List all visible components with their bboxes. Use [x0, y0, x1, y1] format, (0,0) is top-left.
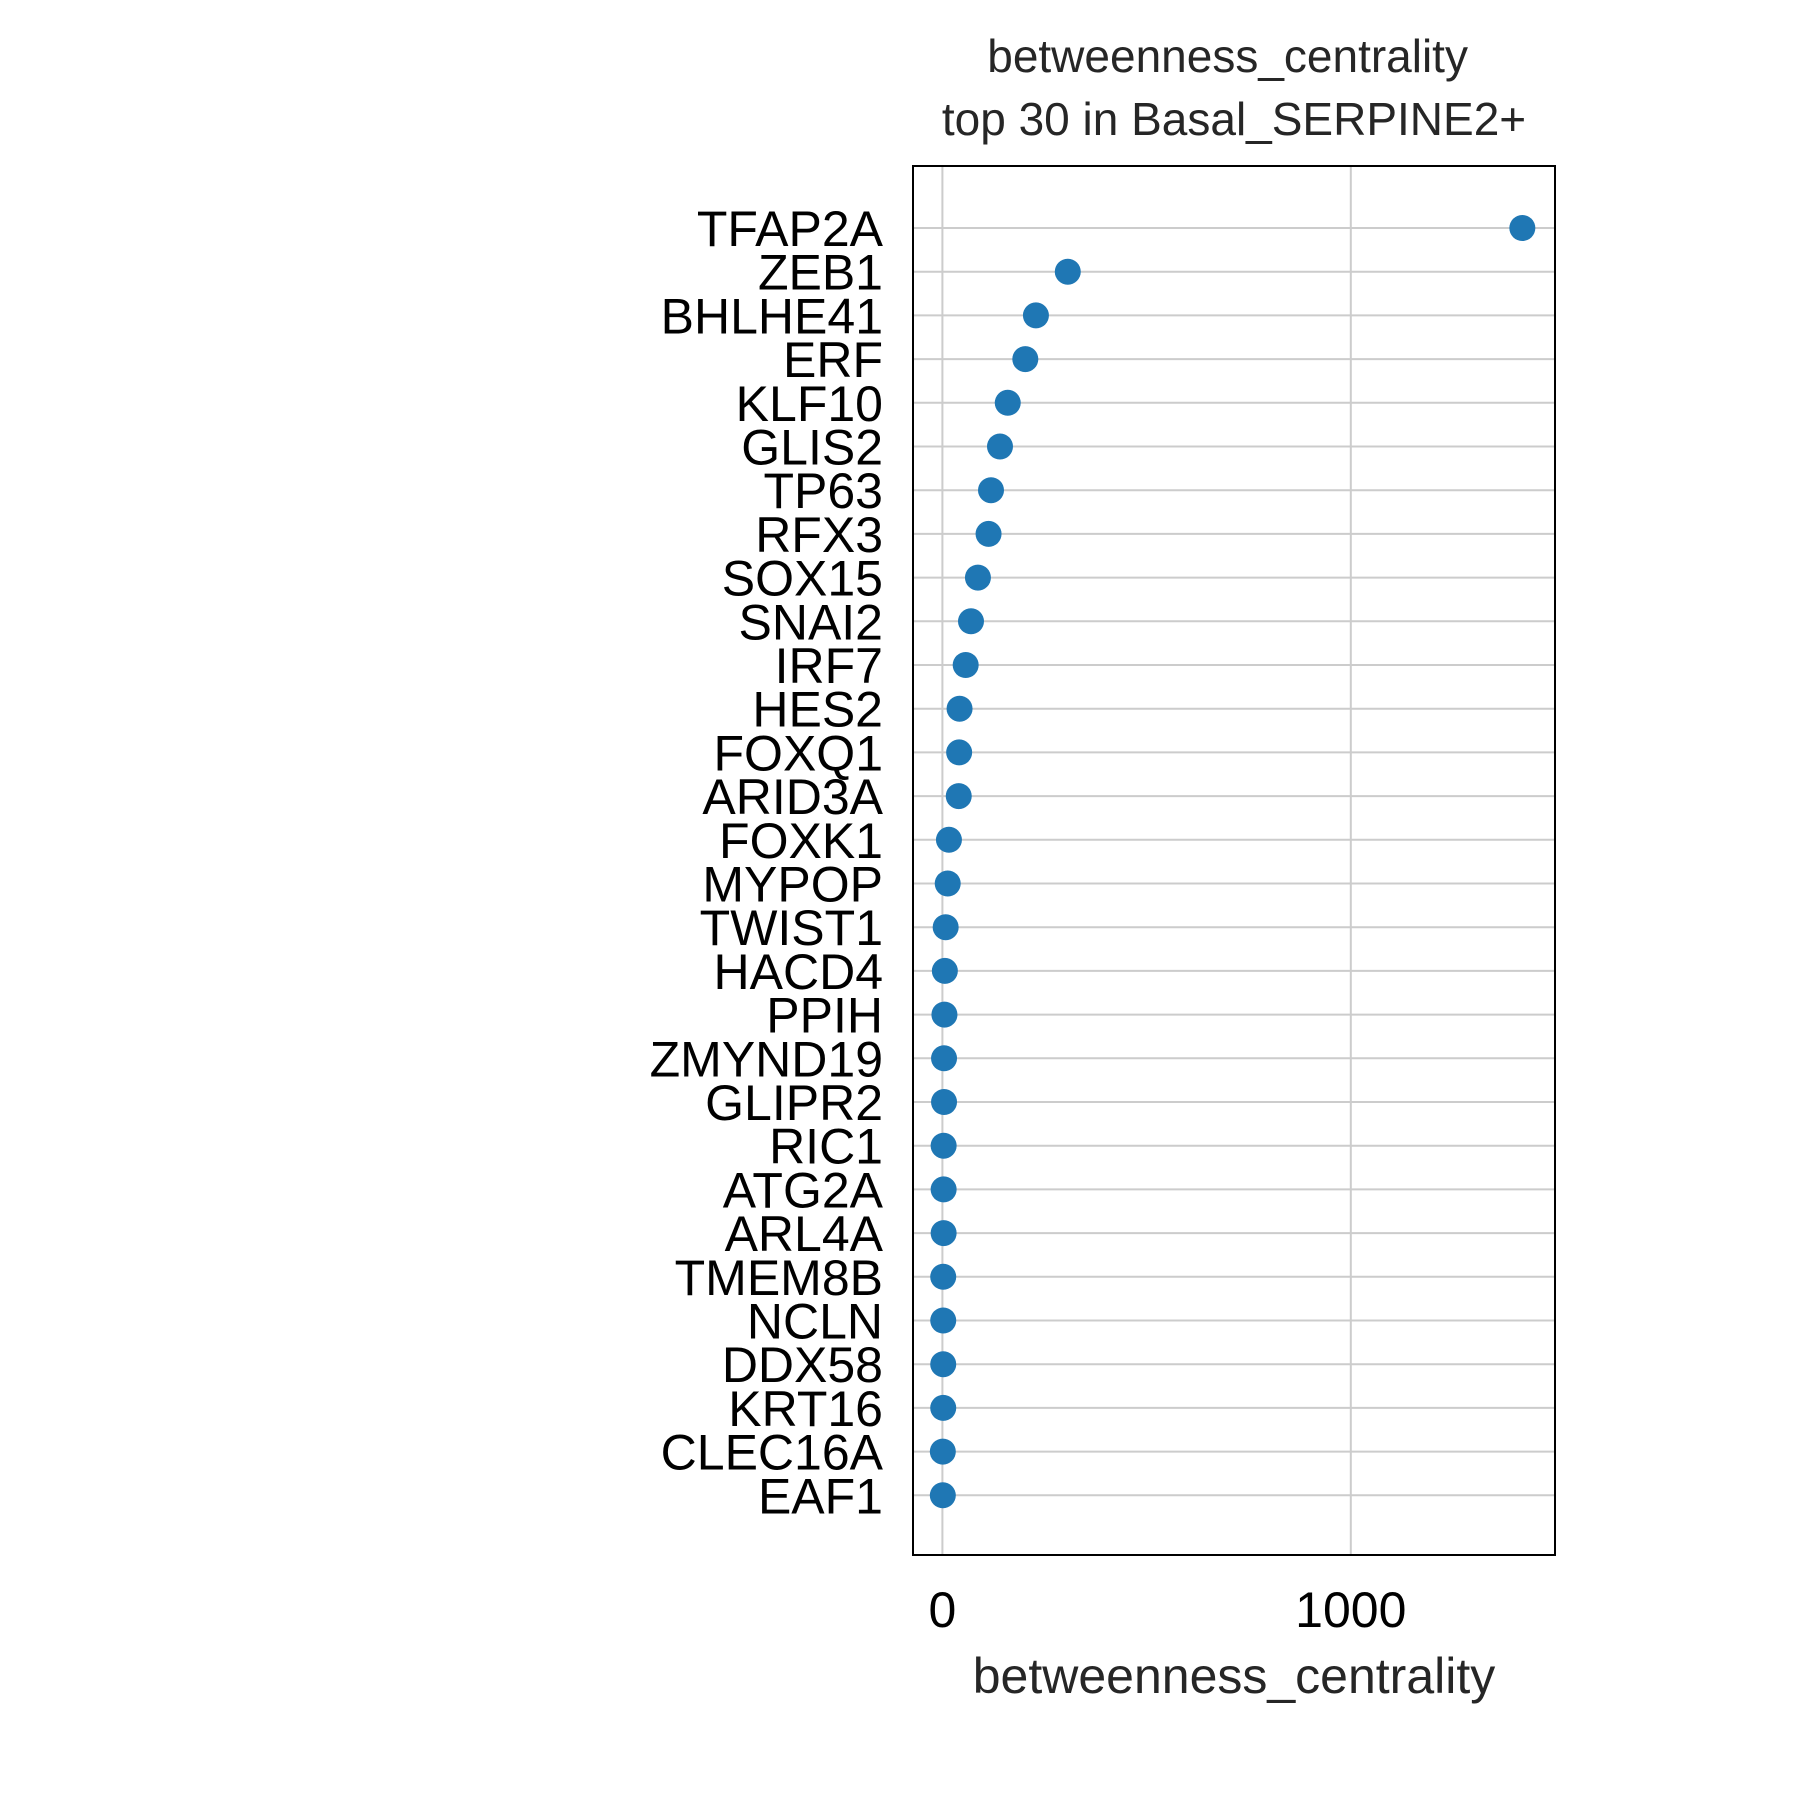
y-category-label: IRF7 [775, 638, 883, 694]
data-point-sox15 [964, 564, 991, 591]
data-point-foxk1 [935, 826, 962, 853]
y-category-label: ARL4A [725, 1206, 884, 1262]
x-tick-label: 0 [928, 1582, 956, 1638]
data-point-clec16a [929, 1438, 956, 1465]
y-category-label: KRT16 [728, 1381, 883, 1437]
data-point-zmynd19 [931, 1045, 958, 1072]
data-point-ric1 [930, 1132, 957, 1159]
y-category-label: RFX3 [755, 507, 883, 563]
data-point-ddx58 [930, 1351, 957, 1378]
y-category-label: GLIS2 [741, 420, 883, 476]
data-point-foxq1 [946, 739, 973, 766]
y-category-label: HES2 [752, 682, 883, 738]
data-point-erf [1012, 346, 1039, 373]
y-category-label: TP63 [763, 463, 883, 519]
data-point-krt16 [930, 1394, 957, 1421]
y-category-label: PPIH [766, 988, 883, 1044]
data-point-atg2a [930, 1176, 957, 1203]
data-point-tp63 [978, 477, 1005, 504]
data-point-glis2 [986, 433, 1013, 460]
data-point-ncln [930, 1307, 957, 1334]
y-category-label: SOX15 [722, 551, 883, 607]
y-category-label: RIC1 [769, 1119, 883, 1175]
y-category-label: ARID3A [702, 769, 883, 825]
data-point-tfap2a [1509, 215, 1536, 241]
data-point-arid3a [945, 783, 972, 810]
data-point-tmem8b [930, 1263, 957, 1290]
data-point-hacd4 [931, 957, 958, 984]
data-point-zeb1 [1054, 258, 1081, 285]
y-category-label: TMEM8B [675, 1250, 883, 1306]
data-point-hes2 [946, 695, 973, 722]
y-category-label: GLIPR2 [705, 1075, 883, 1131]
chart-title-line-1: betweenness_centrality [987, 30, 1468, 82]
y-category-label: NCLN [747, 1294, 883, 1350]
y-category-label: SNAI2 [738, 594, 883, 650]
data-point-arl4a [930, 1220, 957, 1247]
x-tick-label: 1000 [1295, 1582, 1406, 1638]
data-points [929, 215, 1536, 1509]
y-category-label: HACD4 [714, 944, 883, 1000]
data-point-bhlhe41 [1022, 302, 1049, 329]
data-point-twist1 [932, 914, 959, 941]
y-category-label: ZEB1 [758, 245, 883, 301]
y-category-label: EAF1 [758, 1468, 883, 1524]
y-category-label: ERF [783, 332, 883, 388]
data-point-klf10 [994, 389, 1021, 416]
y-category-label: TFAP2A [697, 201, 884, 257]
data-point-rfx3 [975, 520, 1002, 547]
data-point-ppih [931, 1001, 958, 1028]
y-category-label: TWIST1 [700, 900, 883, 956]
chart-title: betweenness_centrality top 30 in Basal_S… [942, 30, 1526, 145]
data-point-glipr2 [931, 1089, 958, 1115]
y-category-label: MYPOP [702, 857, 883, 913]
data-point-irf7 [952, 652, 979, 678]
plot-frame [912, 165, 1556, 1556]
data-point-eaf1 [929, 1482, 956, 1509]
x-tick-labels: 0 1000 [928, 1582, 1406, 1638]
y-category-label: CLEC16A [661, 1425, 884, 1481]
y-category-label: ZMYND19 [650, 1031, 883, 1087]
y-category-label: FOXQ1 [714, 725, 883, 781]
data-point-snai2 [957, 608, 984, 635]
y-category-label: FOXK1 [719, 813, 883, 869]
category-labels: TFAP2AZEB1BHLHE41ERFKLF10GLIS2TP63RFX3SO… [650, 201, 884, 1524]
x-axis-label: betweenness_centrality [973, 1648, 1496, 1704]
chart-title-line-2: top 30 in Basal_SERPINE2+ [942, 93, 1526, 145]
data-point-mypop [934, 870, 961, 897]
y-category-label: ATG2A [723, 1162, 884, 1218]
grid-lines [913, 166, 1555, 1555]
y-category-label: DDX58 [722, 1337, 883, 1393]
y-category-label: KLF10 [736, 376, 883, 432]
y-category-label: BHLHE41 [661, 288, 883, 344]
